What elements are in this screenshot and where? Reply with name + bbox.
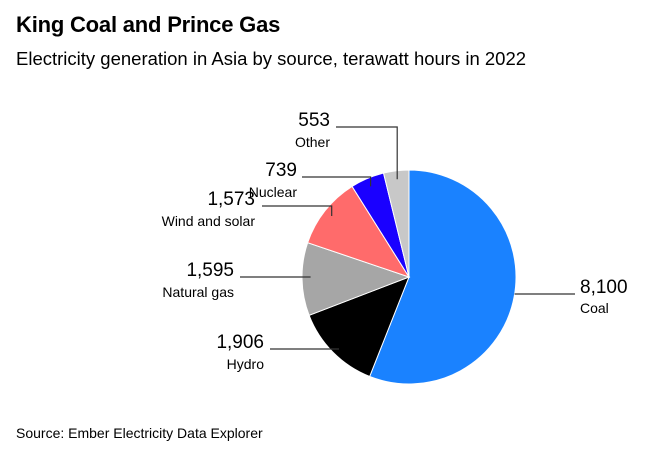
category-label-other: Other: [295, 134, 330, 150]
chart-subtitle: Electricity generation in Asia by source…: [16, 48, 527, 69]
value-label-coal: 8,100: [580, 277, 628, 298]
value-label-wind-and-solar: 1,573: [207, 189, 255, 210]
leader-line-wind-and-solar: [262, 205, 333, 216]
leader-line-nuclear: [302, 176, 372, 187]
category-label-natural-gas: Natural gas: [162, 284, 234, 300]
pie-slice-wind-and-solar: [307, 185, 411, 278]
category-label-coal: Coal: [580, 300, 609, 316]
value-label-hydro: 1,906: [216, 332, 264, 353]
category-label-nuclear: Nuclear: [249, 184, 298, 200]
leader-lines: [240, 126, 575, 350]
source-note: Source: Ember Electricity Data Explorer: [16, 425, 263, 441]
category-label-hydro: Hydro: [227, 356, 265, 372]
value-label-natural-gas: 1,595: [186, 260, 234, 281]
chart-title: King Coal and Prince Gas: [16, 12, 281, 37]
leader-line-other: [336, 126, 398, 180]
value-label-nuclear: 739: [265, 160, 297, 181]
value-label-other: 553: [298, 110, 330, 131]
pie-slice-hydro: [308, 276, 410, 378]
pie-slice-natural-gas: [301, 242, 411, 316]
pie-slice-coal: [369, 169, 517, 385]
category-label-wind-and-solar: Wind and solar: [162, 213, 256, 229]
pie-slice-other: [382, 169, 410, 278]
pie-slices: [301, 169, 517, 385]
